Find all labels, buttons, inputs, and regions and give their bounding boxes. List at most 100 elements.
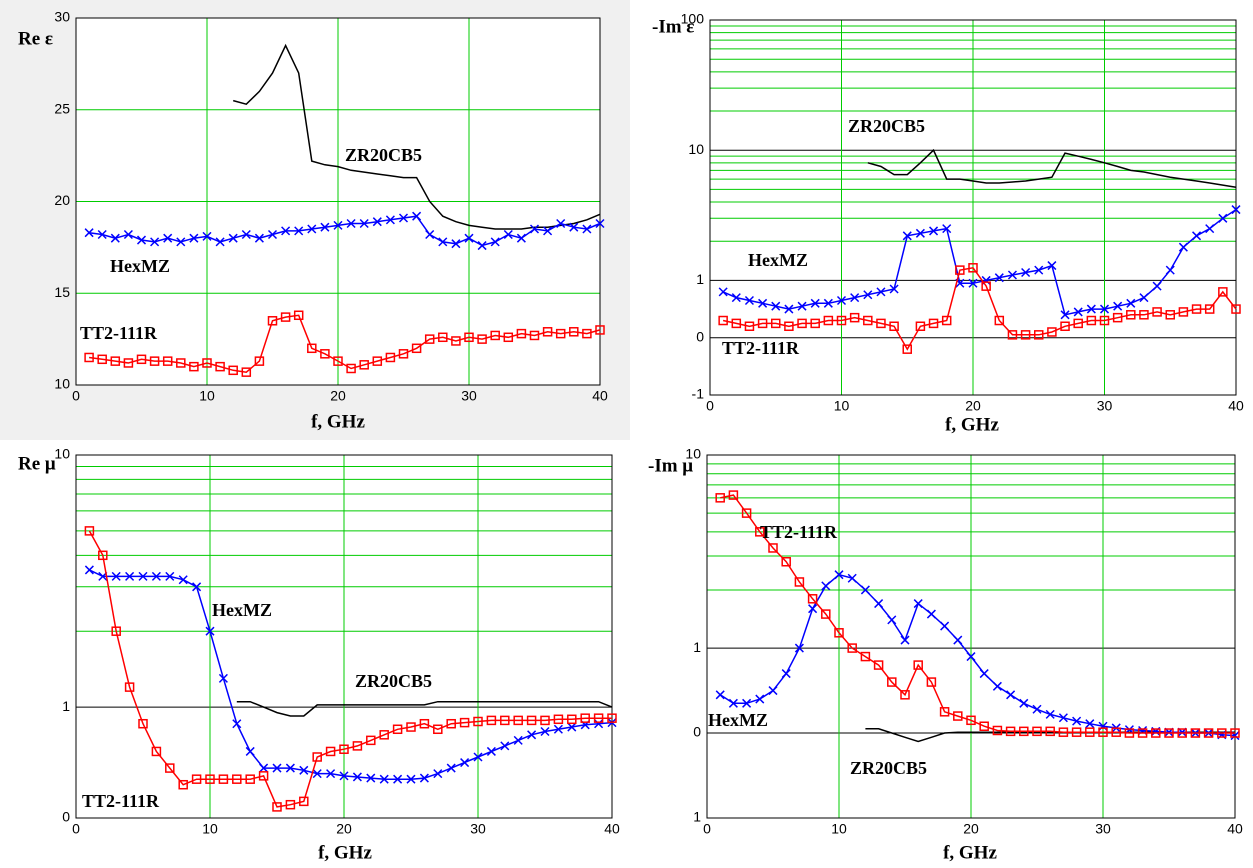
y-tick-label: 15 — [54, 284, 70, 300]
marker — [486, 715, 497, 726]
marker — [1137, 728, 1148, 738]
marker — [218, 673, 228, 683]
y-tick-label: -1 — [692, 386, 705, 402]
marker — [968, 278, 978, 288]
marker — [889, 284, 899, 294]
marker — [768, 686, 778, 696]
y-tick-label: 1 — [693, 639, 701, 655]
marker — [307, 224, 317, 234]
marker — [307, 343, 317, 354]
marker — [1045, 709, 1055, 719]
x-tick-label: 0 — [72, 821, 80, 837]
marker — [718, 315, 728, 326]
marker — [863, 315, 873, 326]
marker — [529, 330, 540, 341]
marker — [1218, 287, 1228, 297]
x-tick-label: 10 — [831, 821, 847, 837]
marker — [1204, 304, 1215, 314]
marker — [398, 349, 409, 359]
marker — [473, 716, 483, 727]
marker — [503, 229, 513, 240]
marker — [926, 609, 936, 619]
marker — [994, 273, 1004, 283]
marker — [138, 571, 148, 581]
y-tick-label: 25 — [54, 100, 70, 116]
marker — [1217, 728, 1227, 738]
x-tick-label: 40 — [592, 388, 608, 404]
marker — [228, 233, 238, 243]
marker — [165, 571, 175, 581]
marker — [940, 621, 950, 631]
marker — [178, 575, 188, 585]
series-label: TT2-111R — [80, 323, 158, 343]
marker — [138, 718, 148, 729]
marker — [215, 237, 225, 247]
marker — [1060, 321, 1070, 331]
marker — [1020, 330, 1031, 340]
marker — [232, 774, 242, 784]
marker — [325, 746, 336, 757]
marker — [1045, 726, 1055, 737]
marker — [464, 233, 474, 243]
marker — [464, 332, 474, 343]
marker — [451, 336, 461, 346]
marker — [272, 802, 282, 812]
marker — [529, 224, 540, 234]
marker — [567, 714, 577, 725]
marker — [1047, 327, 1057, 337]
marker — [189, 361, 199, 372]
x-tick-label: 30 — [1097, 398, 1113, 414]
marker — [84, 565, 94, 575]
series-line — [88, 215, 601, 247]
marker — [1126, 310, 1136, 320]
marker — [110, 356, 121, 366]
marker — [542, 327, 553, 337]
marker — [84, 352, 94, 363]
marker — [254, 233, 264, 243]
marker — [339, 771, 349, 781]
marker — [285, 799, 296, 810]
marker — [267, 229, 278, 240]
series-line — [88, 314, 601, 373]
marker — [1152, 307, 1162, 317]
marker — [433, 724, 443, 735]
y-axis-label: Re μ — [18, 453, 56, 474]
marker — [1190, 728, 1201, 738]
series-line — [89, 569, 613, 780]
marker — [553, 724, 563, 734]
marker — [346, 363, 356, 374]
marker — [1192, 231, 1202, 241]
marker — [771, 318, 781, 329]
y-tick-label: 10 — [54, 376, 70, 392]
x-tick-label: 20 — [330, 388, 346, 404]
marker — [424, 334, 435, 344]
marker — [500, 715, 510, 726]
x-tick-label: 0 — [703, 821, 711, 837]
marker — [1164, 728, 1174, 738]
marker — [202, 231, 212, 241]
marker — [503, 332, 514, 343]
marker — [744, 295, 754, 305]
marker — [966, 715, 976, 726]
marker — [900, 635, 910, 645]
marker — [459, 717, 470, 728]
marker — [860, 651, 871, 662]
marker — [136, 354, 147, 365]
marker — [352, 772, 362, 782]
marker — [232, 719, 242, 729]
marker — [379, 774, 389, 784]
marker — [527, 730, 537, 740]
marker — [294, 226, 304, 236]
series-label: TT2-111R — [760, 522, 838, 542]
marker — [580, 713, 590, 723]
marker — [836, 315, 847, 326]
marker — [553, 714, 564, 725]
marker — [123, 229, 133, 240]
series-line — [88, 530, 612, 808]
marker — [915, 321, 926, 331]
marker — [433, 769, 443, 779]
marker — [411, 343, 422, 354]
marker — [97, 229, 107, 240]
marker — [849, 312, 860, 323]
y-tick-label: 10 — [688, 141, 704, 157]
